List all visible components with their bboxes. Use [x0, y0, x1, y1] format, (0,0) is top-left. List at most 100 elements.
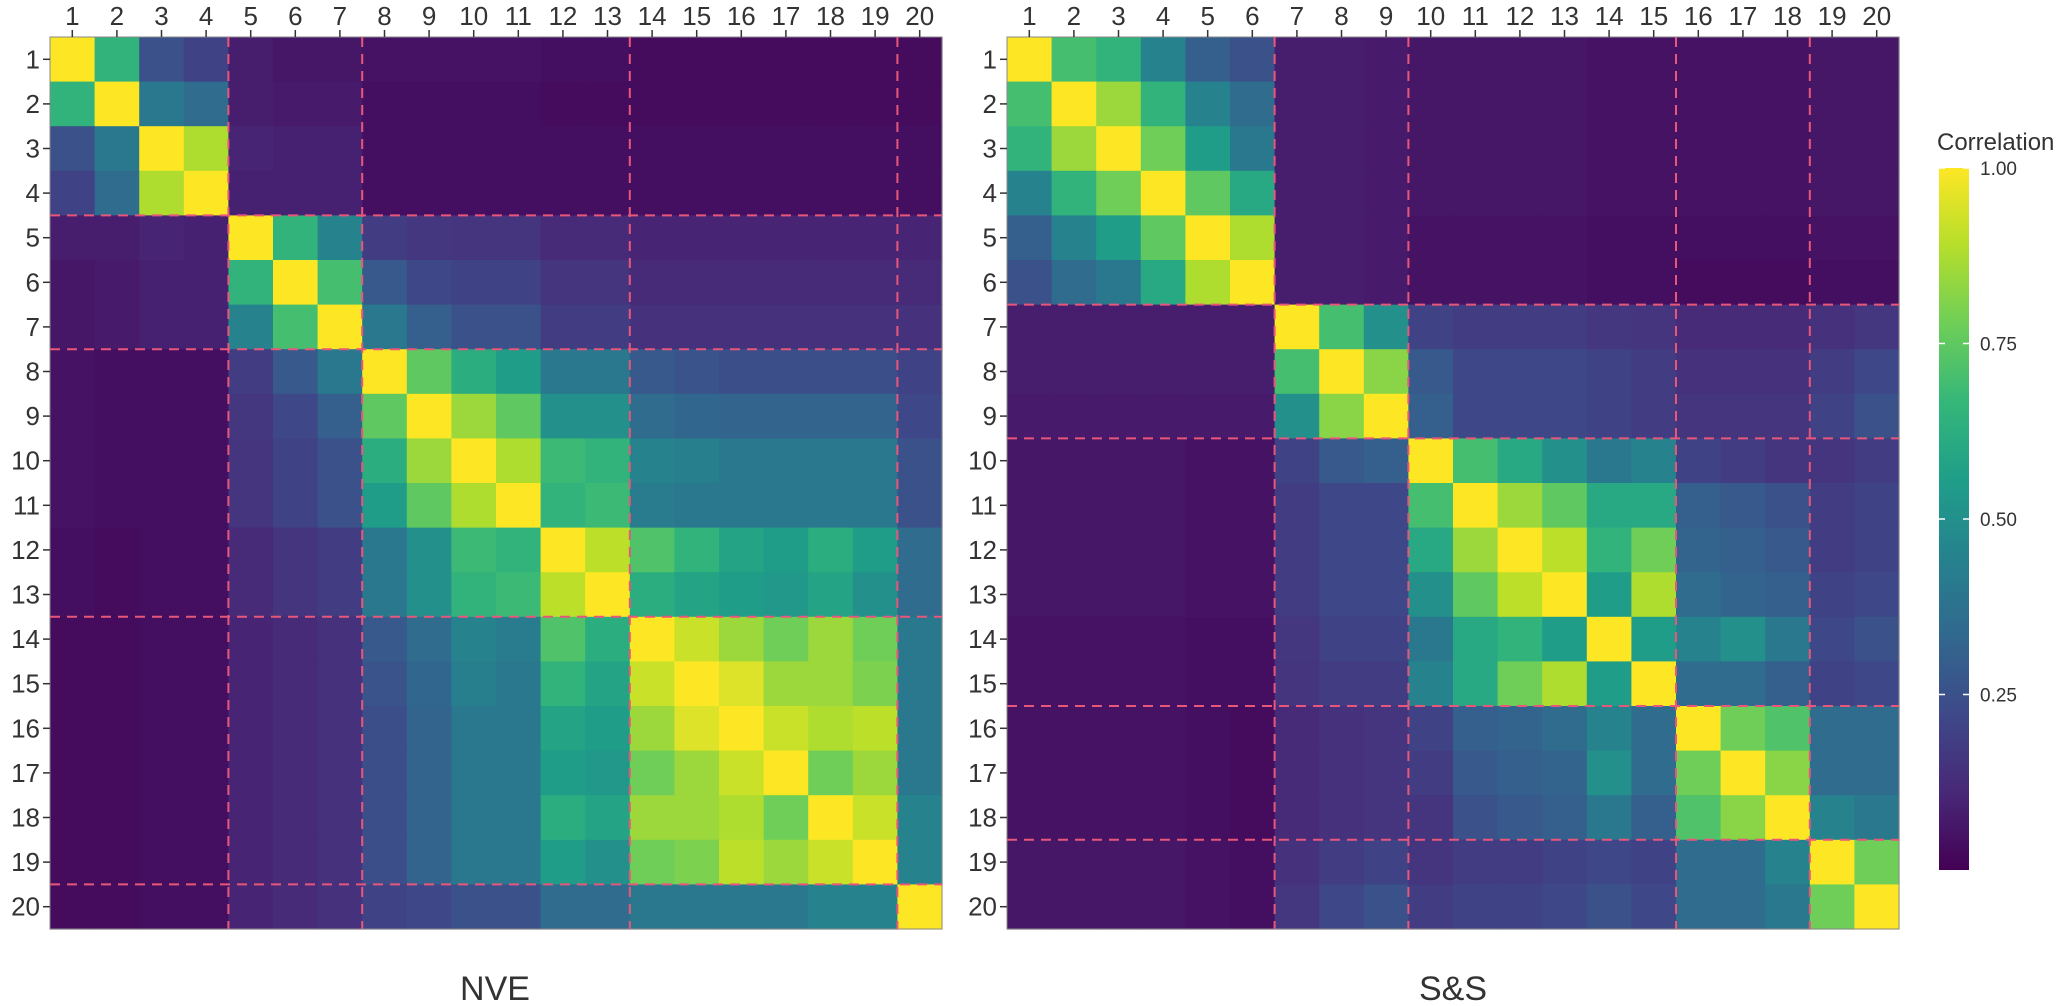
nve-cell-r4-c7	[317, 170, 363, 216]
nve-cell-r19-c13	[585, 839, 631, 885]
ss-cell-r1-c15	[1631, 37, 1677, 83]
ss-cell-r2-c16	[1676, 81, 1722, 127]
ss-row-label-4: 4	[983, 178, 997, 208]
nve-row-label-15: 15	[11, 669, 40, 699]
nve-cell-r19-c18	[808, 839, 854, 885]
ss-cell-r13-c4	[1140, 572, 1186, 618]
ss-cell-r1-c17	[1720, 37, 1766, 83]
nve-cell-r8-c4	[183, 349, 229, 395]
ss-cell-r19-c9	[1363, 839, 1409, 885]
nve-cell-r1-c16	[719, 37, 765, 83]
ss-cell-r6-c7	[1274, 260, 1320, 306]
ss-cell-r16-c20	[1854, 706, 1900, 752]
nve-col-label-13: 13	[593, 1, 622, 31]
ss-cell-r19-c15	[1631, 839, 1677, 885]
nve-cell-r14-c15	[674, 616, 720, 662]
ss-cell-r20-c18	[1765, 884, 1811, 930]
nve-cell-r11-c14	[629, 483, 675, 529]
ss-cell-r12-c11	[1453, 527, 1499, 573]
nve-cell-r8-c1	[50, 349, 96, 395]
nve-cell-r15-c10	[451, 661, 497, 707]
ss-cell-r2-c3	[1096, 81, 1142, 127]
ss-cell-r8-c16	[1676, 349, 1722, 395]
ss-cell-r8-c2	[1051, 349, 1097, 395]
ss-cell-r20-c20	[1854, 884, 1900, 930]
nve-cell-r15-c14	[629, 661, 675, 707]
ss-cell-r17-c20	[1854, 750, 1900, 796]
nve-cell-r15-c11	[496, 661, 542, 707]
nve-cell-r18-c10	[451, 795, 497, 841]
nve-cell-r9-c11	[496, 393, 542, 439]
nve-cell-r20-c7	[317, 884, 363, 930]
ss-cell-r13-c9	[1363, 572, 1409, 618]
nve-cell-r16-c19	[852, 706, 898, 752]
nve-cell-r5-c5	[228, 215, 274, 261]
ss-cell-r15-c1	[1007, 661, 1053, 707]
nve-cell-r12-c19	[852, 527, 898, 573]
ss-cell-r14-c18	[1765, 616, 1811, 662]
ss-cell-r18-c16	[1676, 795, 1722, 841]
ss-cell-r1-c4	[1140, 37, 1186, 83]
nve-cell-r10-c8	[362, 438, 408, 484]
nve-cell-r17-c1	[50, 750, 96, 796]
ss-cell-r19-c12	[1497, 839, 1543, 885]
nve-cell-r2-c7	[317, 81, 363, 127]
ss-cell-r6-c8	[1319, 260, 1365, 306]
ss-cell-r1-c7	[1274, 37, 1320, 83]
correlation-legend: Correlation 1.00 0.75 0.50 0.25	[1937, 129, 2054, 870]
nve-cell-r6-c5	[228, 260, 274, 306]
ss-cell-r4-c16	[1676, 170, 1722, 216]
ss-cell-r16-c7	[1274, 706, 1320, 752]
ss-col-label-8: 8	[1334, 1, 1348, 31]
nve-cell-r14-c19	[852, 616, 898, 662]
ss-cell-r15-c18	[1765, 661, 1811, 707]
ss-cell-r11-c1	[1007, 483, 1053, 529]
ss-cell-r9-c4	[1140, 393, 1186, 439]
ss-cell-r20-c14	[1586, 884, 1632, 930]
nve-cell-r14-c9	[406, 616, 452, 662]
ss-cell-r18-c3	[1096, 795, 1142, 841]
ss-row-label-20: 20	[968, 892, 997, 922]
nve-cell-r11-c13	[585, 483, 631, 529]
nve-col-label-17: 17	[771, 1, 800, 31]
nve-cell-r12-c20	[897, 527, 943, 573]
nve-cell-r3-c15	[674, 126, 720, 172]
ss-cell-r2-c10	[1408, 81, 1454, 127]
ss-cell-r19-c16	[1676, 839, 1722, 885]
nve-cell-r10-c3	[139, 438, 185, 484]
ss-cell-r20-c11	[1453, 884, 1499, 930]
nve-cell-r14-c14	[629, 616, 675, 662]
nve-cell-r1-c15	[674, 37, 720, 83]
ss-cell-r18-c20	[1854, 795, 1900, 841]
ss-col-label-3: 3	[1111, 1, 1125, 31]
nve-cell-r13-c7	[317, 572, 363, 618]
nve-cell-r10-c7	[317, 438, 363, 484]
ss-cell-r10-c2	[1051, 438, 1097, 484]
ss-cell-r12-c15	[1631, 527, 1677, 573]
ss-cell-r17-c13	[1542, 750, 1588, 796]
ss-col-label-17: 17	[1728, 1, 1757, 31]
legend-title: Correlation	[1937, 129, 2054, 156]
nve-cell-r6-c13	[585, 260, 631, 306]
nve-cell-r10-c13	[585, 438, 631, 484]
nve-cell-r3-c1	[50, 126, 96, 172]
ss-cell-r14-c20	[1854, 616, 1900, 662]
nve-cell-r15-c12	[540, 661, 586, 707]
legend-tick-label-4: 0.25	[1980, 686, 2017, 707]
ss-cell-r15-c19	[1809, 661, 1855, 707]
nve-cell-r2-c1	[50, 81, 96, 127]
nve-cell-r15-c3	[139, 661, 185, 707]
ss-col-label-14: 14	[1595, 1, 1624, 31]
nve-cell-r1-c2	[94, 37, 140, 83]
ss-row-label-7: 7	[983, 312, 997, 342]
nve-cell-r3-c8	[362, 126, 408, 172]
ss-cell-r2-c1	[1007, 81, 1053, 127]
nve-col-label-12: 12	[548, 1, 577, 31]
ss-cell-r10-c8	[1319, 438, 1365, 484]
ss-cell-r5-c10	[1408, 215, 1454, 261]
nve-cell-r5-c12	[540, 215, 586, 261]
nve-cell-r6-c8	[362, 260, 408, 306]
ss-cell-r7-c6	[1230, 304, 1276, 350]
nve-cell-r9-c20	[897, 393, 943, 439]
ss-cell-r8-c17	[1720, 349, 1766, 395]
